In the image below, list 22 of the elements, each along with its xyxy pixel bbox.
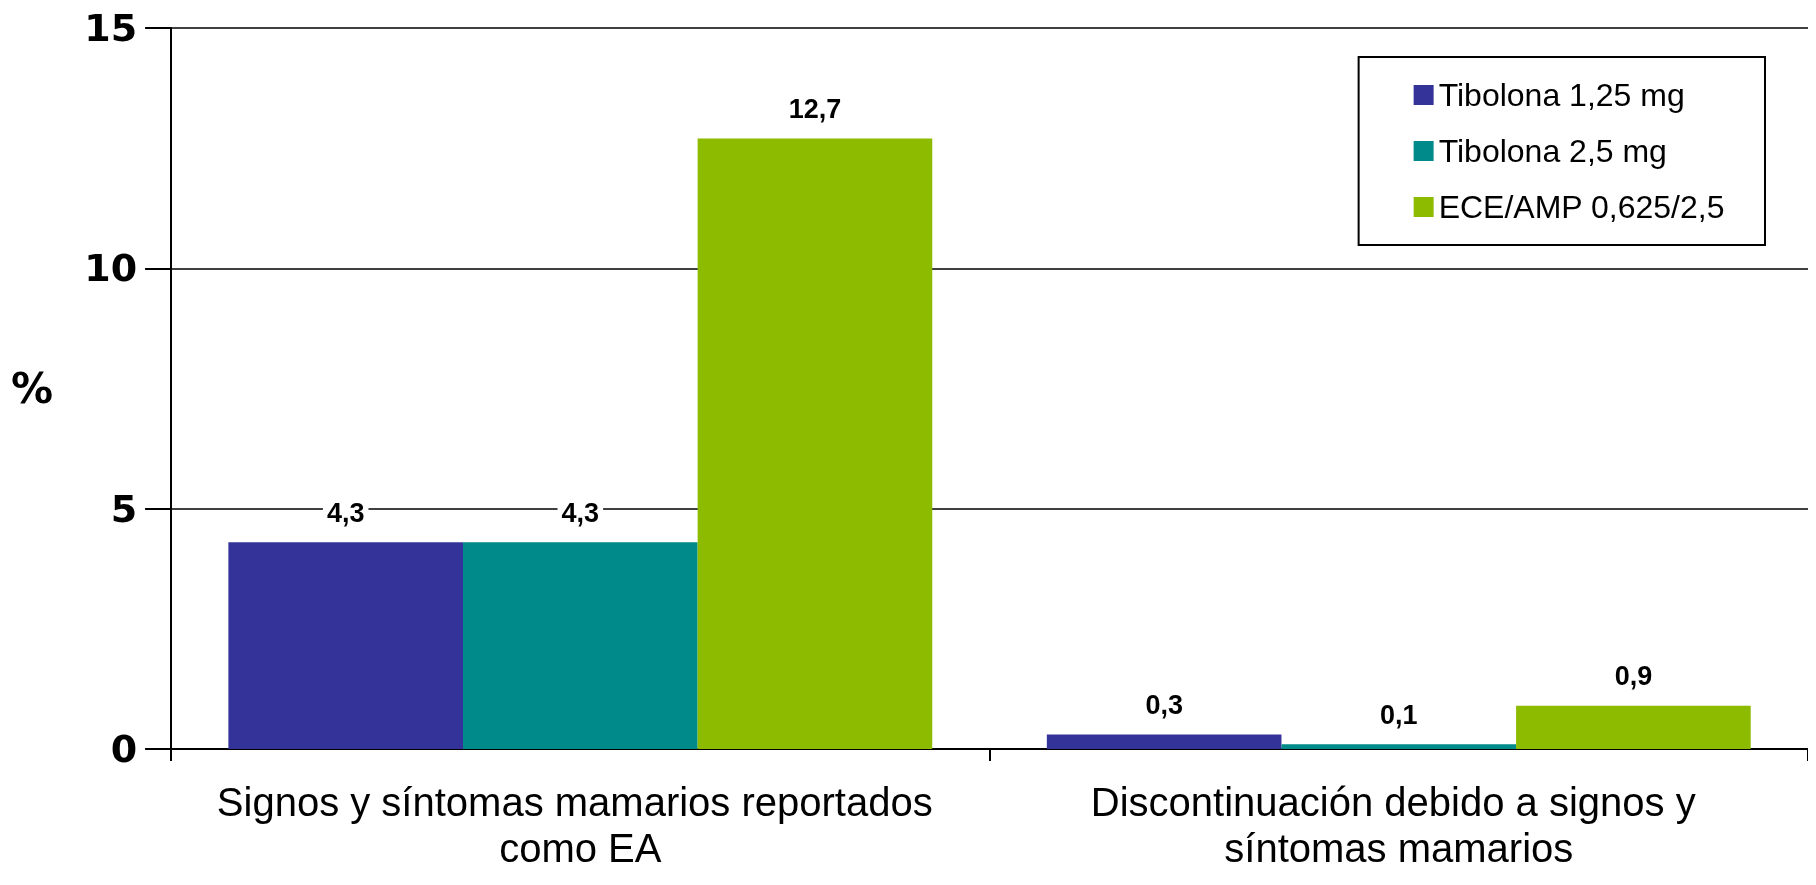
y-tick-label: 10 bbox=[84, 246, 138, 291]
data-label: 4,3 bbox=[326, 497, 365, 528]
bar bbox=[463, 542, 698, 749]
data-label: 0,1 bbox=[1380, 699, 1418, 730]
data-label: 0,3 bbox=[1145, 690, 1183, 721]
bar bbox=[1516, 705, 1751, 749]
y-tick-label: 15 bbox=[84, 6, 138, 50]
legend-label: Tibolona 1,25 mg bbox=[1438, 77, 1685, 113]
legend-label: Tibolona 2,5 mg bbox=[1438, 133, 1667, 169]
data-label: 4,3 bbox=[561, 497, 600, 528]
bar bbox=[697, 138, 933, 749]
x-tick-label: Discontinuación debido a signos y síntomas mamarios bbox=[1090, 780, 1707, 870]
bar bbox=[1046, 734, 1282, 749]
bar bbox=[228, 542, 463, 749]
y-tick-label: 0 bbox=[110, 727, 138, 771]
legend-label: ECE/AMP 0,625/2,5 bbox=[1438, 189, 1725, 225]
data-label: 0,9 bbox=[1614, 661, 1653, 692]
y-tick-label: 5 bbox=[110, 486, 138, 531]
bar bbox=[1281, 744, 1517, 749]
data-label: 12,7 bbox=[788, 94, 842, 125]
y-axis-title: % bbox=[10, 364, 54, 413]
x-tick-label: Signos y síntomas mamarios reportados como EA bbox=[216, 780, 944, 870]
